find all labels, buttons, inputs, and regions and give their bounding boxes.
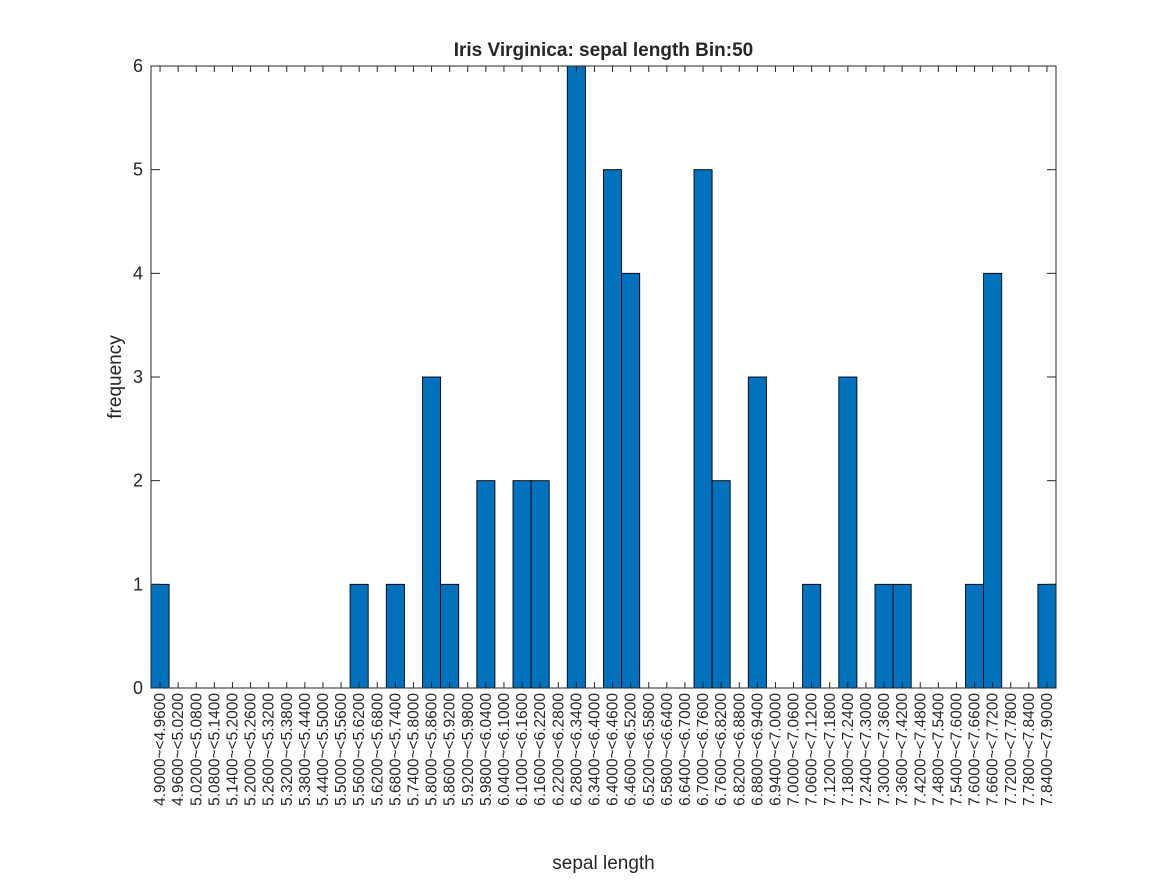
x-tick-label: 7.6000~<7.6600 (967, 693, 984, 806)
x-tick-label: 5.5600~<5.6200 (351, 693, 368, 806)
x-tick-label: 6.4000~<6.4600 (605, 693, 622, 806)
axes-box (150, 65, 1057, 689)
histogram-bar (711, 480, 731, 689)
x-tick-label: 7.7800~<7.8400 (1021, 693, 1038, 806)
histogram-bar (530, 480, 550, 689)
x-tick-label: 6.5800~<6.6400 (659, 693, 676, 806)
y-tick-label: 1 (133, 574, 143, 594)
histogram-bar (440, 583, 460, 689)
x-tick-label: 7.0600~<7.1200 (804, 693, 821, 806)
histogram-bar (476, 480, 496, 689)
chart-title: Iris Virginica: sepal length Bin:50 (454, 40, 754, 61)
x-tick-label: 7.2400~<7.3000 (858, 693, 875, 806)
x-tick-label: 6.9400~<7.0000 (767, 693, 784, 806)
histogram-bar (422, 376, 442, 689)
x-tick-label: 5.7400~<5.8000 (405, 693, 422, 806)
x-tick-label: 5.6200~<5.6800 (369, 693, 386, 806)
histogram-bar (1037, 583, 1057, 689)
x-tick-label: 6.2800~<6.3400 (568, 693, 585, 806)
x-tick-label: 5.4400~<5.5000 (315, 693, 332, 806)
histogram-bar (693, 169, 713, 689)
y-axis-label: frequency (105, 335, 126, 419)
y-tick-label: 5 (133, 160, 143, 180)
y-tick-label: 4 (133, 263, 143, 283)
x-tick-label: 5.0200~<5.0800 (188, 693, 205, 806)
x-tick-label: 5.2600~<5.3200 (261, 693, 278, 806)
x-tick-label: 6.5200~<6.5800 (641, 693, 658, 806)
histogram-bar (385, 583, 405, 689)
histogram-bar (802, 583, 822, 689)
x-tick-label: 7.5400~<7.6000 (948, 693, 965, 806)
histogram-bar (983, 272, 1003, 689)
x-tick-label: 7.4800~<7.5400 (930, 693, 947, 806)
x-tick-label: 7.7200~<7.7800 (1003, 693, 1020, 806)
x-tick-label: 7.0000~<7.0600 (786, 693, 803, 806)
x-tick-label: 4.9600~<5.0200 (170, 693, 187, 806)
x-tick-label: 7.6600~<7.7200 (985, 693, 1002, 806)
x-tick-label: 7.1800~<7.2400 (840, 693, 857, 806)
x-tick-label: 6.0400~<6.1000 (496, 693, 513, 806)
x-tick-label: 5.8600~<5.9200 (442, 693, 459, 806)
x-tick-label: 6.7000~<6.7600 (695, 693, 712, 806)
x-tick-label: 6.7600~<6.8200 (713, 693, 730, 806)
x-axis-label: sepal length (552, 853, 654, 874)
x-tick-label: 5.3200~<5.3800 (279, 693, 296, 806)
x-tick-label: 7.1200~<7.1800 (822, 693, 839, 806)
x-tick-label: 4.9000~<4.9600 (152, 693, 169, 806)
histogram-bar (892, 583, 912, 689)
histogram-bar (150, 583, 170, 689)
x-tick-label: 6.3400~<6.4000 (586, 693, 603, 806)
ticks-layer (151, 65, 1056, 689)
bars-layer (150, 65, 1057, 689)
histogram-bar (512, 480, 532, 689)
x-tick-label: 5.9200~<5.9800 (460, 693, 477, 806)
labels-layer: 0 1 2 3 4 5 6 4.9000~<4.9600 4.9600~<5.0200 5.020… (133, 56, 1056, 806)
x-tick-label: 6.6400~<6.7000 (677, 693, 694, 806)
y-tick-label: 3 (133, 367, 143, 387)
x-tick-label: 6.8800~<6.9400 (749, 693, 766, 806)
x-tick-label: 7.3000~<7.3600 (876, 693, 893, 806)
x-tick-label: 7.8400~<7.9000 (1039, 693, 1056, 806)
x-tick-label: 5.0800~<5.1400 (206, 693, 223, 806)
x-tick-label: 6.8200~<6.8800 (731, 693, 748, 806)
histogram-bar (566, 65, 586, 689)
x-tick-label: 6.1000~<6.1600 (514, 693, 531, 806)
y-tick-label: 2 (133, 471, 143, 491)
x-tick-label: 7.4200~<7.4800 (912, 693, 929, 806)
histogram-bar (965, 583, 985, 689)
x-tick-label: 6.2200~<6.2800 (550, 693, 567, 806)
histogram-bar (349, 583, 369, 689)
histogram-bar (874, 583, 894, 689)
x-tick-label: 5.6800~<5.7400 (387, 693, 404, 806)
x-tick-label: 5.5000~<5.5600 (333, 693, 350, 806)
histogram-bar (747, 376, 767, 689)
histogram-bar (621, 272, 641, 689)
x-tick-label: 5.8000~<5.8600 (424, 693, 441, 806)
x-tick-label: 6.4600~<6.5200 (623, 693, 640, 806)
histogram-bar (838, 376, 858, 689)
x-tick-label: 5.1400~<5.2000 (224, 693, 241, 806)
x-tick-label: 7.3600~<7.4200 (894, 693, 911, 806)
histogram-bar (603, 169, 623, 689)
x-tick-label: 5.9800~<6.0400 (478, 693, 495, 806)
y-tick-label: 6 (133, 56, 143, 76)
y-tick-label: 0 (133, 678, 143, 698)
x-tick-label: 6.1600~<6.2200 (532, 693, 549, 806)
x-tick-label: 5.2000~<5.2600 (243, 693, 260, 806)
x-tick-label: 5.3800~<5.4400 (297, 693, 314, 806)
